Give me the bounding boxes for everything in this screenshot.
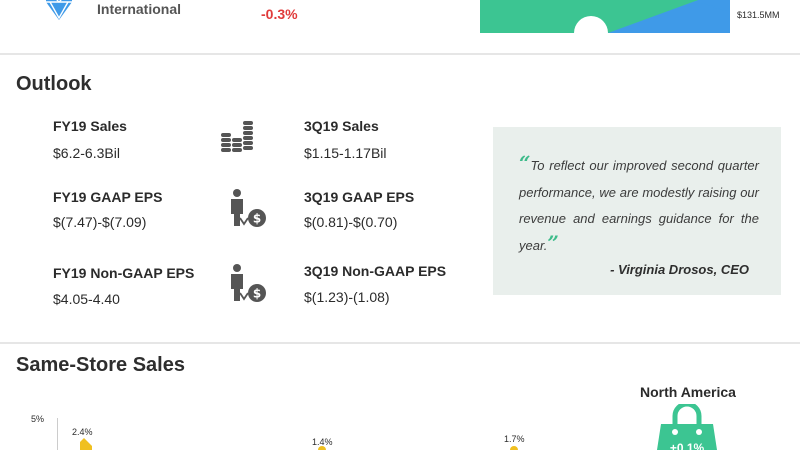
fy19-sales-value: $6.2-6.3Bil [53, 145, 120, 161]
gauge-center [574, 16, 608, 33]
fy19-gaap-label: FY19 GAAP EPS [53, 189, 163, 205]
coin-stacks-icon [221, 121, 253, 152]
outlook-title: Outlook [16, 73, 92, 95]
north-america-label: North America [640, 384, 736, 400]
bar-marker-1 [80, 438, 92, 450]
q3-sales-value: $1.15-1.17Bil [304, 145, 387, 161]
gauge-blue-segment [608, 0, 730, 33]
fy19-sales-label: FY19 Sales [53, 118, 127, 134]
region-change: -0.3% [261, 6, 298, 22]
q3-sales-label: 3Q19 Sales [304, 118, 379, 134]
gauge-value-label: $131.5MM [737, 10, 780, 20]
q3-nongaap-value: $(1.23)-(1.08) [304, 289, 390, 305]
quote-text: To reflect our improved second quarter p… [519, 158, 759, 253]
svg-text:$: $ [253, 212, 261, 226]
person-dollar-icon: $ [231, 189, 266, 227]
sales-gauge [480, 0, 730, 33]
q3-nongaap-label: 3Q19 Non-GAAP EPS [304, 263, 447, 279]
bar-label-1: 2.4% [72, 427, 93, 437]
fy19-nongaap-value: $4.05-4.40 [53, 291, 120, 307]
fy19-gaap-value: $(7.47)-$(7.09) [53, 214, 147, 230]
diamond-icon [46, 0, 72, 20]
axis-tick-5: 5% [31, 414, 45, 424]
divider-bottom [0, 342, 800, 344]
bar-label-2: 1.4% [312, 437, 333, 447]
q3-gaap-label: 3Q19 GAAP EPS [304, 189, 415, 205]
region-label: International [97, 1, 182, 17]
q3-gaap-value: $(0.81)-$(0.70) [304, 214, 398, 230]
chart-axis [57, 418, 58, 450]
fy19-nongaap-label: FY19 Non-GAAP EPS [53, 265, 195, 281]
bar-label-3: 1.7% [504, 434, 525, 444]
svg-text:$: $ [253, 287, 261, 301]
quote-author: - Virginia Drosos, CEO [610, 262, 749, 277]
bag-value: +0.1% [670, 441, 705, 450]
gauge-leader-line [699, 1, 729, 13]
quote-open-mark: “ [519, 151, 531, 175]
person-dollar-icon-2: $ [231, 264, 266, 302]
ceo-quote-box: “To reflect our improved second quarter … [493, 127, 781, 295]
shopping-bag-icon: +0.1% [657, 404, 717, 450]
bar-marker-2 [318, 446, 326, 450]
same-store-title: Same-Store Sales [16, 354, 185, 376]
quote-close-mark: ” [547, 230, 559, 255]
bar-marker-3 [510, 446, 518, 450]
quote-body: “To reflect our improved second quarter … [519, 153, 759, 259]
divider-top [0, 53, 800, 55]
